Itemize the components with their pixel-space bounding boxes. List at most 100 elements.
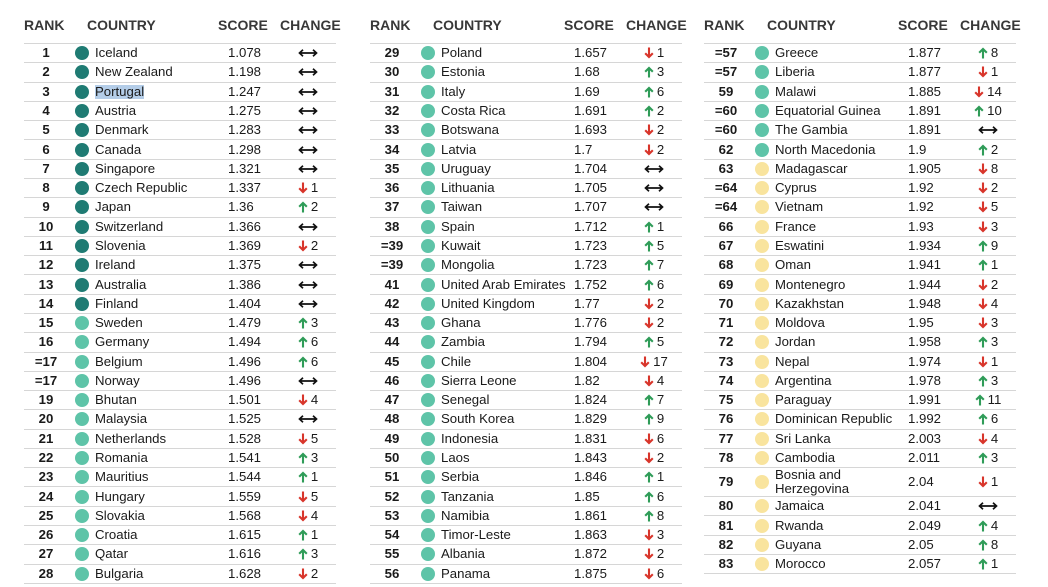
country-name: Slovakia: [95, 507, 145, 523]
peace-level-dot: [75, 431, 89, 446]
peace-level-dot: [755, 431, 769, 446]
country-name: Nepal: [775, 353, 810, 369]
ranking-rows: 29 Poland 1.657 1 30 Estonia 1.68 3 31 Italy 1.69 6…: [370, 43, 682, 584]
change-cell: 8: [962, 537, 1014, 552]
change-cell: 8: [962, 161, 1014, 176]
arrow-up-icon: [974, 105, 984, 117]
peace-level-dot: [421, 489, 435, 504]
ranking-row: 6 Canada 1.298: [24, 140, 336, 160]
score-cell: 1.872: [574, 546, 608, 562]
rank-cell: 22: [38, 450, 54, 466]
change-cell: 1: [962, 475, 1014, 489]
no-change-icon: [978, 502, 998, 511]
change-cell: 9: [628, 412, 680, 426]
country-cell: New Zealand: [68, 64, 228, 80]
score-cell: 1.7: [574, 141, 593, 157]
country-cell: Argentina: [748, 373, 908, 388]
country-name: Laos: [441, 450, 470, 466]
country-name: New Zealand: [95, 64, 173, 80]
country-name: Belgium: [95, 353, 143, 369]
arrow-up-icon: [978, 240, 988, 252]
change-cell: 1: [962, 557, 1014, 571]
ranking-row: =64 Vietnam 1.92 5: [704, 198, 1016, 218]
change-value: 3: [656, 64, 665, 80]
country-name: Zambia: [441, 334, 485, 350]
peace-level-dot: [421, 451, 435, 466]
rank-cell: 69: [718, 276, 734, 292]
country-cell: Slovakia: [68, 507, 228, 523]
ranking-row: 63 Madagascar 1.905 8: [704, 160, 1016, 179]
rank-cell: 71: [718, 315, 734, 331]
change-value: 1: [990, 353, 999, 369]
country-cell: Canada: [68, 142, 228, 157]
country-cell: Taiwan: [414, 200, 574, 215]
country-name: Portugal: [95, 83, 145, 99]
score-cell: 1.386: [228, 276, 262, 292]
change-cell: 3: [962, 451, 1014, 465]
change-cell: 2: [628, 103, 680, 118]
score-cell: 1.298: [228, 141, 262, 157]
change-cell: 5: [628, 238, 680, 253]
peace-level-dot: [421, 373, 435, 388]
ranking-row: 19 Bhutan 1.501 4: [24, 391, 336, 411]
rank-cell: 43: [384, 315, 400, 331]
score-cell: 1.404: [228, 295, 262, 311]
rank-cell: 27: [38, 546, 54, 562]
peace-level-dot: [755, 451, 769, 466]
no-change-icon: [644, 203, 664, 212]
change-value: 9: [656, 411, 665, 427]
change-cell: 6: [628, 277, 680, 292]
ranking-row: 10 Switzerland 1.366: [24, 218, 336, 237]
ranking-row: 37 Taiwan 1.707: [370, 198, 682, 218]
change-cell: 1: [628, 46, 680, 60]
score-cell: 1.705: [574, 180, 608, 196]
score-cell: 1.991: [908, 392, 942, 408]
score-cell: 1.691: [574, 102, 608, 118]
arrow-up-icon: [298, 356, 308, 368]
change-cell: 17: [628, 354, 680, 369]
arrow-up-icon: [978, 539, 988, 551]
change-cell: 1: [962, 258, 1014, 272]
arrow-up-icon: [644, 510, 654, 522]
ranking-table-1: RANK COUNTRY SCORE CHANGE 1 Iceland 1.078 2…: [24, 0, 341, 587]
arrow-up-icon: [644, 259, 654, 271]
ranking-row: 70 Kazakhstan 1.948 4: [704, 295, 1016, 314]
rank-cell: 20: [38, 411, 54, 427]
peace-level-dot: [421, 528, 435, 543]
ranking-row: 26 Croatia 1.615 1: [24, 526, 336, 546]
ranking-row: 34 Latvia 1.7 2: [370, 140, 682, 160]
change-cell: 2: [282, 200, 334, 214]
arrow-up-icon: [978, 452, 988, 464]
change-cell: 11: [962, 393, 1014, 407]
change-cell: 8: [962, 46, 1014, 60]
change-value: 11: [987, 392, 1002, 408]
rank-cell: 44: [384, 334, 400, 350]
country-name: Malaysia: [95, 411, 148, 427]
peace-level-dot: [755, 373, 769, 388]
change-value: 6: [656, 565, 665, 581]
score-cell: 2.049: [908, 517, 942, 533]
change-cell: [282, 299, 334, 308]
rank-cell: 50: [384, 450, 400, 466]
country-name: Sweden: [95, 315, 143, 331]
ranking-row: 5 Denmark 1.283: [24, 121, 336, 141]
score-cell: 1.752: [574, 276, 608, 292]
change-value: 1: [310, 469, 319, 485]
change-value: 6: [310, 353, 319, 369]
score-cell: 1.877: [908, 45, 942, 61]
country-name: Malawi: [775, 83, 817, 99]
country-cell: Sweden: [68, 315, 228, 331]
score-cell: 1.321: [228, 160, 262, 176]
no-change-icon: [644, 184, 664, 192]
ranking-row: 32 Costa Rica 1.691 2: [370, 102, 682, 122]
ranking-row: 11 Slovenia 1.369 2: [24, 237, 336, 257]
arrow-up-icon: [298, 317, 308, 329]
country-name: Tanzania: [441, 488, 494, 504]
rank-cell: =64: [714, 199, 738, 215]
country-name: Bosnia and Herzegovina: [775, 467, 850, 497]
arrow-down-icon: [640, 356, 650, 368]
ranking-row: =17 Belgium 1.496 6: [24, 353, 336, 372]
rank-cell: 32: [384, 102, 400, 118]
change-cell: 3: [962, 373, 1014, 388]
peace-level-dot: [75, 142, 89, 157]
